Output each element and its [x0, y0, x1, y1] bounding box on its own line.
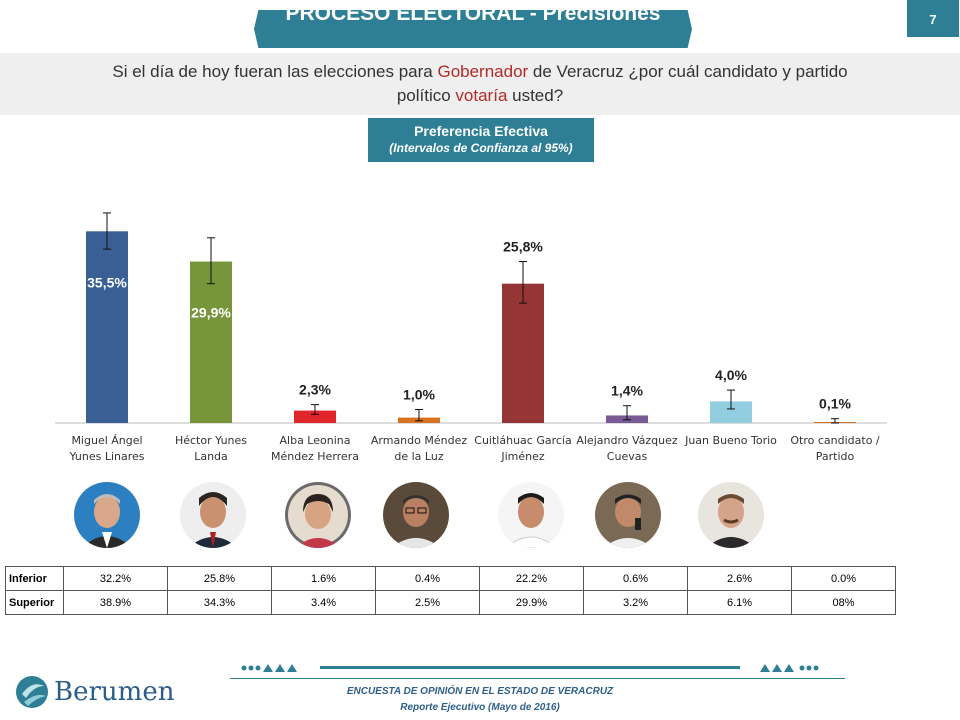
candidate-photo-1: [74, 482, 140, 548]
error-bar-0: [103, 212, 111, 250]
value-label-5: 1,4%: [611, 383, 643, 399]
bar-chart: 35,5% 29,9% 2,3% 1,0% 25,8% 1,4% 4,0% 0,1%: [55, 212, 887, 424]
table-cell: 1.6%: [271, 566, 376, 591]
value-label-0: 35,5%: [87, 274, 127, 290]
value-label-7: 0,1%: [819, 396, 851, 412]
error-bar-5: [623, 405, 631, 421]
table-cell: 25.8%: [167, 566, 272, 591]
table-cell: 29.9%: [479, 590, 584, 615]
value-label-6: 4,0%: [715, 367, 747, 383]
bar-1: [190, 261, 232, 423]
slide-title-banner: PROCESO ELECTORAL - Precisiones: [254, 10, 692, 48]
question-text-1: Si el día de hoy fueran las elecciones p…: [112, 62, 438, 81]
candidate-photo-4: [383, 482, 449, 548]
value-label-4: 25,8%: [503, 239, 543, 255]
category-label-5: Alejandro Vázquez Cuevas: [576, 434, 678, 463]
category-label-6: Juan Bueno Torio: [685, 434, 777, 447]
table-cell: 3.2%: [583, 590, 688, 615]
table-cell: 38.9%: [63, 590, 168, 615]
table-cell: 0.0%: [791, 566, 896, 591]
preference-box: Preferencia Efectiva (Intervalos de Conf…: [368, 118, 594, 162]
value-label-3: 1,0%: [403, 387, 435, 403]
row-label-superior: Superior: [5, 590, 64, 615]
table-cell: 3.4%: [271, 590, 376, 615]
candidate-photo-5: [498, 482, 564, 548]
table-cell: 32.2%: [63, 566, 168, 591]
error-bar-2: [311, 404, 319, 415]
footer-ornament: [241, 664, 819, 672]
candidate-photo-2: [180, 482, 246, 548]
category-label-1: Héctor Yunes Landa: [174, 434, 248, 463]
table-cell: 0.4%: [375, 566, 480, 591]
bar-4: [502, 283, 544, 423]
category-label-4: Cuitláhuac García Jiménez: [474, 434, 572, 463]
survey-question: Si el día de hoy fueran las elecciones p…: [0, 53, 960, 115]
question-text-4: usted?: [507, 86, 564, 105]
error-bar-6: [727, 389, 735, 410]
table-cell: 6.1%: [687, 590, 792, 615]
preference-subtitle: (Intervalos de Confianza al 95%): [389, 141, 573, 155]
category-label-7: Otro candidato / Partido: [790, 434, 880, 463]
preference-title: Preferencia Efectiva: [414, 123, 548, 139]
question-highlight-votaria: votaría: [455, 86, 508, 105]
question-text-2: de Veracruz ¿por cuál candidato y partid…: [528, 62, 848, 81]
value-label-1: 29,9%: [191, 305, 231, 321]
logo-text: Berumen: [54, 677, 175, 707]
page-number: 7: [907, 0, 959, 37]
berumen-logo-icon: [16, 676, 48, 708]
bar-2: [294, 410, 336, 423]
error-bar-7: [831, 418, 839, 424]
slide-title: PROCESO ELECTORAL - Precisiones: [285, 10, 661, 25]
error-bar-4: [519, 261, 527, 304]
question-text-3: político: [396, 86, 456, 105]
error-bar-1: [207, 237, 215, 285]
table-cell: 2.6%: [687, 566, 792, 591]
value-label-2: 2,3%: [299, 382, 331, 398]
bar-0: [86, 231, 128, 423]
candidate-photo-3: [285, 482, 351, 548]
berumen-logo: Berumen: [14, 674, 174, 710]
table-cell: 08%: [791, 590, 896, 615]
row-label-inferior: Inferior: [5, 566, 64, 591]
question-highlight-gobernador: Gobernador: [437, 62, 529, 81]
candidate-photo-7: [698, 482, 764, 548]
footer-report-date: Reporte Ejecutivo (Mayo de 2016): [400, 702, 560, 713]
footer-survey-title: ENCUESTA DE OPINIÓN EN EL ESTADO DE VERA…: [346, 686, 614, 697]
table-cell: 0.6%: [583, 566, 688, 591]
table-cell: 34.3%: [167, 590, 272, 615]
error-bar-3: [415, 409, 423, 422]
category-label-2: Alba Leonina Méndez Herrera: [271, 434, 359, 463]
category-label-3: Armando Méndez de la Luz: [370, 434, 468, 463]
bar-6: [710, 401, 752, 423]
confidence-interval-table: Inferior 32.2% 25.8% 1.6% 0.4% 22.2% 0.6…: [5, 566, 896, 615]
table-row-superior: Superior 38.9% 34.3% 3.4% 2.5% 29.9% 3.2…: [5, 590, 896, 615]
category-label-0: Miguel Ángel Yunes Linares: [69, 434, 145, 463]
table-cell: 2.5%: [375, 590, 480, 615]
table-row-inferior: Inferior 32.2% 25.8% 1.6% 0.4% 22.2% 0.6…: [5, 566, 896, 591]
candidate-photo-6: [595, 482, 661, 548]
table-cell: 22.2%: [479, 566, 584, 591]
footer-rule: [230, 678, 845, 679]
